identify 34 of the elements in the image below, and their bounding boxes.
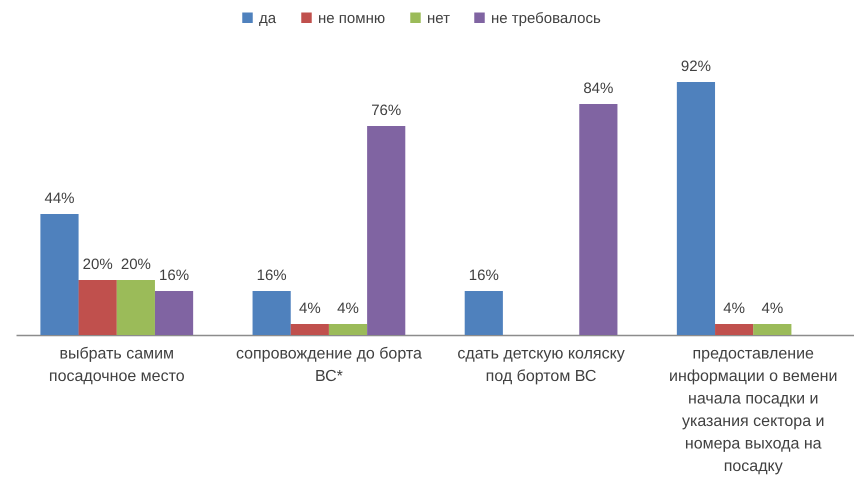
data-label: 16% [256,267,287,284]
bar [579,104,618,335]
bar [367,126,406,335]
data-label: 84% [583,80,614,97]
x-tick-label: выбрать самим посадочное место [48,346,185,385]
bar [78,280,117,335]
data-label: 44% [44,190,75,207]
data-label: 4% [298,300,321,317]
bar [40,214,79,335]
legend-label: не требовалось [491,10,602,27]
bar [715,324,754,335]
legend-label: нет [427,10,450,27]
bar [676,82,716,335]
bar [290,324,329,335]
x-tick-label: сопровождение до борта ВС* [236,346,422,385]
bar [154,291,194,335]
data-label: 4% [723,300,745,317]
bar [252,291,291,335]
data-label: 20% [120,256,151,273]
data-label: 92% [680,58,711,75]
x-tick-label: предоставление информации о вемени начала посадки и указания сектора и номера выхода на посадку [669,346,838,475]
legend-label: не помню [318,10,386,27]
data-label: 16% [159,267,190,284]
data-label: 4% [337,300,359,317]
data-label: 76% [371,102,402,119]
legend-label: да [259,10,277,27]
data-label: 16% [468,267,499,284]
data-label: 4% [761,300,784,317]
bar [753,324,792,335]
bar [116,280,155,335]
bar [328,324,368,335]
x-tick-label: сдать детскую коляску под бортом ВС [457,346,625,385]
data-label: 20% [82,256,113,273]
bar [464,291,503,335]
